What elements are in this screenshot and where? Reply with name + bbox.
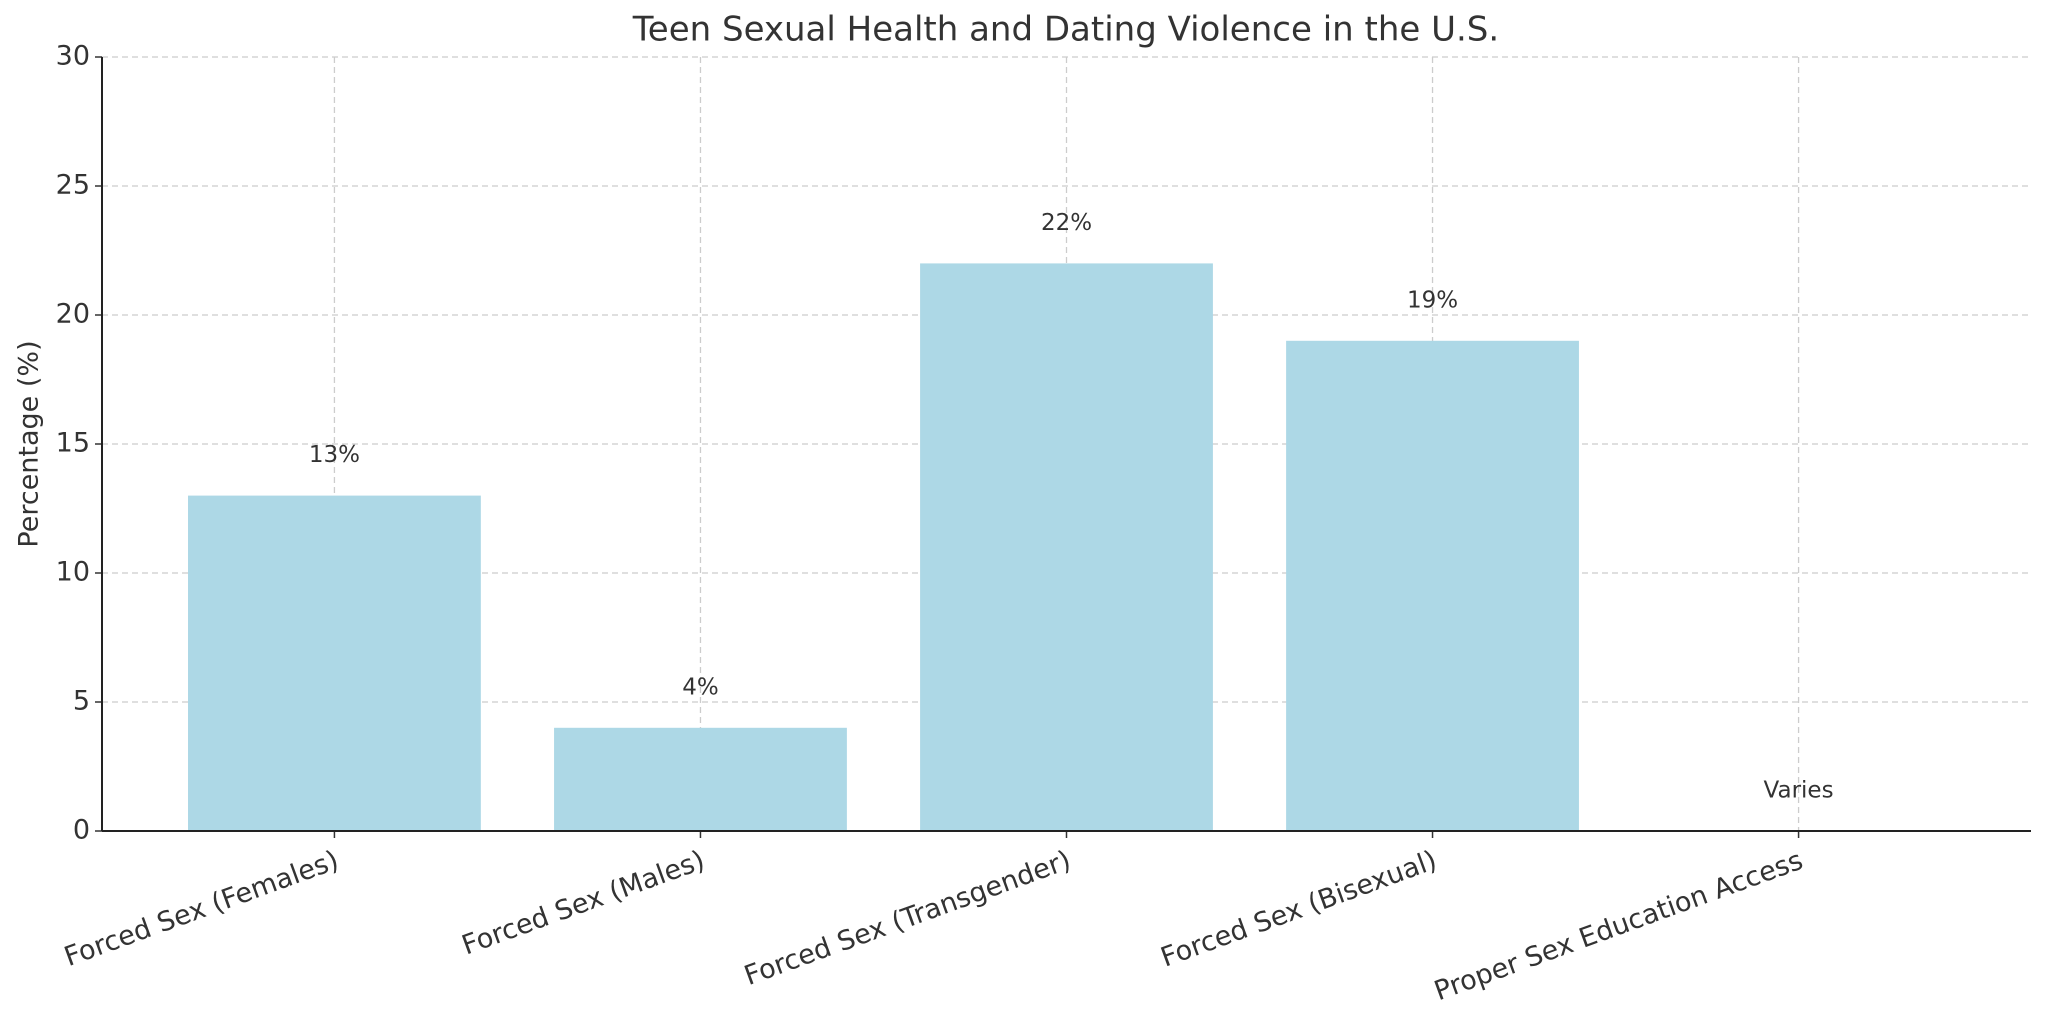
value-label: 19%: [1407, 287, 1458, 313]
chart-title: Teen Sexual Health and Dating Violence i…: [632, 10, 1499, 50]
value-label: Varies: [1764, 778, 1834, 804]
bar: [188, 495, 481, 831]
y-tick-label: 30: [56, 41, 90, 72]
x-tick-label: Forced Sex (Males): [458, 845, 709, 962]
bar: [920, 263, 1213, 831]
value-label: 22%: [1041, 210, 1092, 236]
y-tick-label: 10: [56, 557, 90, 588]
x-tick-label: Forced Sex (Bisexual): [1157, 845, 1441, 974]
x-tick-label: Forced Sex (Transgender): [740, 845, 1075, 992]
y-tick-label: 0: [73, 815, 90, 846]
y-tick-label: 5: [73, 686, 90, 717]
value-label: 4%: [682, 674, 719, 700]
y-tick-label: 25: [56, 170, 90, 201]
y-tick-label: 20: [56, 299, 90, 330]
x-tick-label: Proper Sex Education Access: [1430, 845, 1807, 1007]
bar: [1286, 340, 1579, 831]
y-axis-label: Percentage (%): [14, 340, 45, 547]
x-tick-label: Forced Sex (Females): [60, 845, 343, 973]
value-label: 13%: [309, 442, 360, 468]
y-tick-label: 15: [56, 428, 90, 459]
bar: [554, 727, 847, 831]
